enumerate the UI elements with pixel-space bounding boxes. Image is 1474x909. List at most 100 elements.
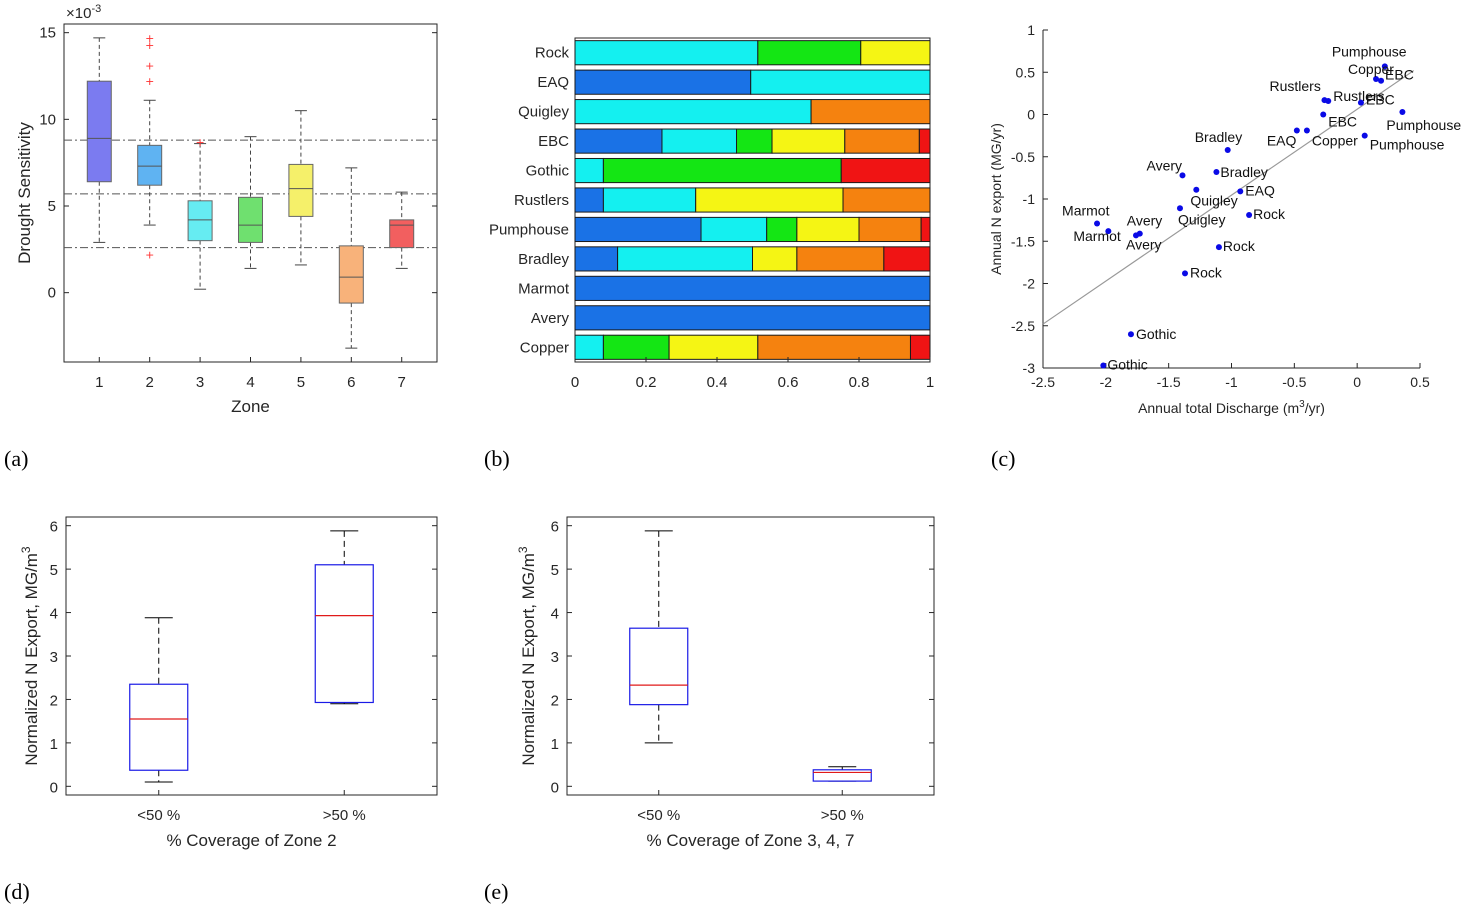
bar-segment [796, 246, 885, 272]
scatter-point [1193, 186, 1200, 193]
scatter-point [1378, 77, 1385, 84]
x-tick-label: 4 [246, 374, 254, 391]
point-label: EBC [1366, 92, 1395, 108]
panel-e-chart: 0 1 2 3 4 5 6 <50 % >50 % % Coverage of Zone 3, 4… [516, 516, 935, 850]
y-tick-label: 0.5 [1016, 64, 1036, 80]
box-iqr [314, 564, 374, 704]
point-label: Pumphouse [1332, 43, 1407, 59]
bar-segment [883, 246, 931, 272]
bar-segment [771, 128, 846, 154]
point-label: Bradley [1195, 129, 1242, 145]
x-tick-label: >50 % [821, 807, 864, 824]
point-label: Rustlers [1333, 88, 1384, 104]
point-label: EAQ [1267, 133, 1297, 149]
x-tick-label: 6 [347, 374, 355, 391]
point-label: Copper [1312, 133, 1358, 149]
scatter-point [1361, 132, 1368, 139]
category-label-Rustlers: Rustlers [514, 192, 569, 209]
point-label: EBC [1385, 67, 1414, 83]
scatter-point [1246, 212, 1253, 219]
exponent-label: ×10-3 [66, 3, 101, 22]
scatter-point [1094, 220, 1101, 227]
point-label: Rustlers [1269, 78, 1320, 94]
y-tick-label: -0.5 [1011, 149, 1035, 165]
scatter-point [1132, 232, 1139, 239]
scatter-point [1381, 63, 1388, 70]
x-axis-label: Zone [231, 397, 270, 416]
point-label: Quigley [1178, 211, 1225, 227]
box-iqr [187, 200, 213, 242]
y-tick-label: 2 [551, 692, 559, 709]
category-label-Gothic: Gothic [526, 163, 570, 180]
point-label: Marmot [1073, 228, 1121, 244]
point-label: Gothic [1107, 356, 1147, 372]
bar-segment [918, 128, 931, 154]
panel-c-chart: -2.5 -2 -1.5 -1 -0.5 0 0.5 1 0.5 0 -0.5 -1 -1.5 -2 -2.… [988, 22, 1461, 416]
y-tick-label: 15 [39, 25, 56, 42]
point-label: Quigley [1190, 193, 1237, 209]
y-tick-label: 5 [50, 562, 58, 579]
point-label: Avery [1146, 157, 1182, 173]
x-tick-label: -1.5 [1157, 374, 1181, 390]
y-tick-label: -1 [1023, 191, 1036, 207]
box-iqr [129, 683, 189, 771]
bar-segment [574, 99, 812, 125]
bar-segment [909, 334, 931, 360]
x-axis-label: % Coverage of Zone 2 [166, 831, 336, 850]
y-tick-label: 1 [50, 736, 58, 753]
y-tick-label: 0 [50, 779, 58, 796]
box-zone-6 [338, 167, 364, 349]
category-label-Marmot: Marmot [518, 280, 570, 297]
point-label: Bradley [1220, 164, 1267, 180]
bar-segment [574, 334, 604, 360]
bar-segment [700, 216, 768, 243]
box-above-50 [314, 530, 374, 705]
x-axis-label-superscript: 3 [1299, 399, 1305, 410]
box-zone-1 [86, 37, 112, 243]
y-tick-label: 1 [1027, 22, 1035, 38]
x-tick-label: 1 [95, 374, 103, 391]
scatter-point [1303, 127, 1310, 134]
panel-b-chart: Rock EAQ Quigley EBC Gothic Rustlers Pumphouse… [489, 37, 934, 391]
panel-d-chart: 0 1 2 3 4 5 6 <50 % >50 % % Coverage of Zone 2 Nor… [19, 516, 438, 850]
x-tick-label: 0.8 [849, 374, 870, 391]
y-axis-label: Normalized N Export, MG/m3 [19, 546, 41, 766]
point-label: Avery [1126, 236, 1162, 252]
point-label: Copper [1348, 61, 1394, 77]
panel-label-c: (c) [991, 446, 1015, 471]
y-tick-label: 0 [551, 779, 559, 796]
scatter-point [1325, 97, 1332, 104]
x-tick-label: 7 [398, 374, 406, 391]
point-label: Rock [1190, 264, 1223, 280]
box-zone-4 [238, 136, 263, 269]
box-iqr [288, 163, 314, 217]
bar-segment [574, 69, 752, 95]
scatter-point [1213, 168, 1220, 175]
y-tick-label: 3 [551, 649, 559, 666]
bar-segment [574, 187, 604, 213]
y-axis-label: Normalized N Export, MG/m3 [516, 546, 538, 766]
box-iqr [238, 196, 263, 243]
y-tick-label: 6 [551, 519, 559, 536]
x-axis-label-tail: /yr) [1305, 400, 1325, 416]
bar-segment [574, 40, 759, 66]
outlier-marker: + [145, 32, 154, 45]
plot-area [65, 516, 438, 796]
category-label-EAQ: EAQ [537, 74, 569, 91]
bar-segment [766, 216, 798, 243]
bar-segment [842, 187, 931, 213]
x-tick-label: 0.5 [1410, 374, 1430, 390]
category-label-Pumphouse: Pumphouse [489, 221, 569, 238]
category-label-Copper: Copper [520, 339, 569, 356]
box-iqr [86, 80, 112, 183]
bar-segment [574, 128, 663, 154]
bar-segment [840, 157, 931, 184]
bar-segment [602, 157, 842, 184]
bar-segment [858, 216, 922, 243]
point-label: Gothic [1136, 326, 1176, 342]
box-iqr [629, 627, 689, 706]
point-label: EAQ [1245, 182, 1275, 198]
y-tick-label: -3 [1023, 360, 1036, 376]
outlier-marker: + [145, 39, 154, 52]
